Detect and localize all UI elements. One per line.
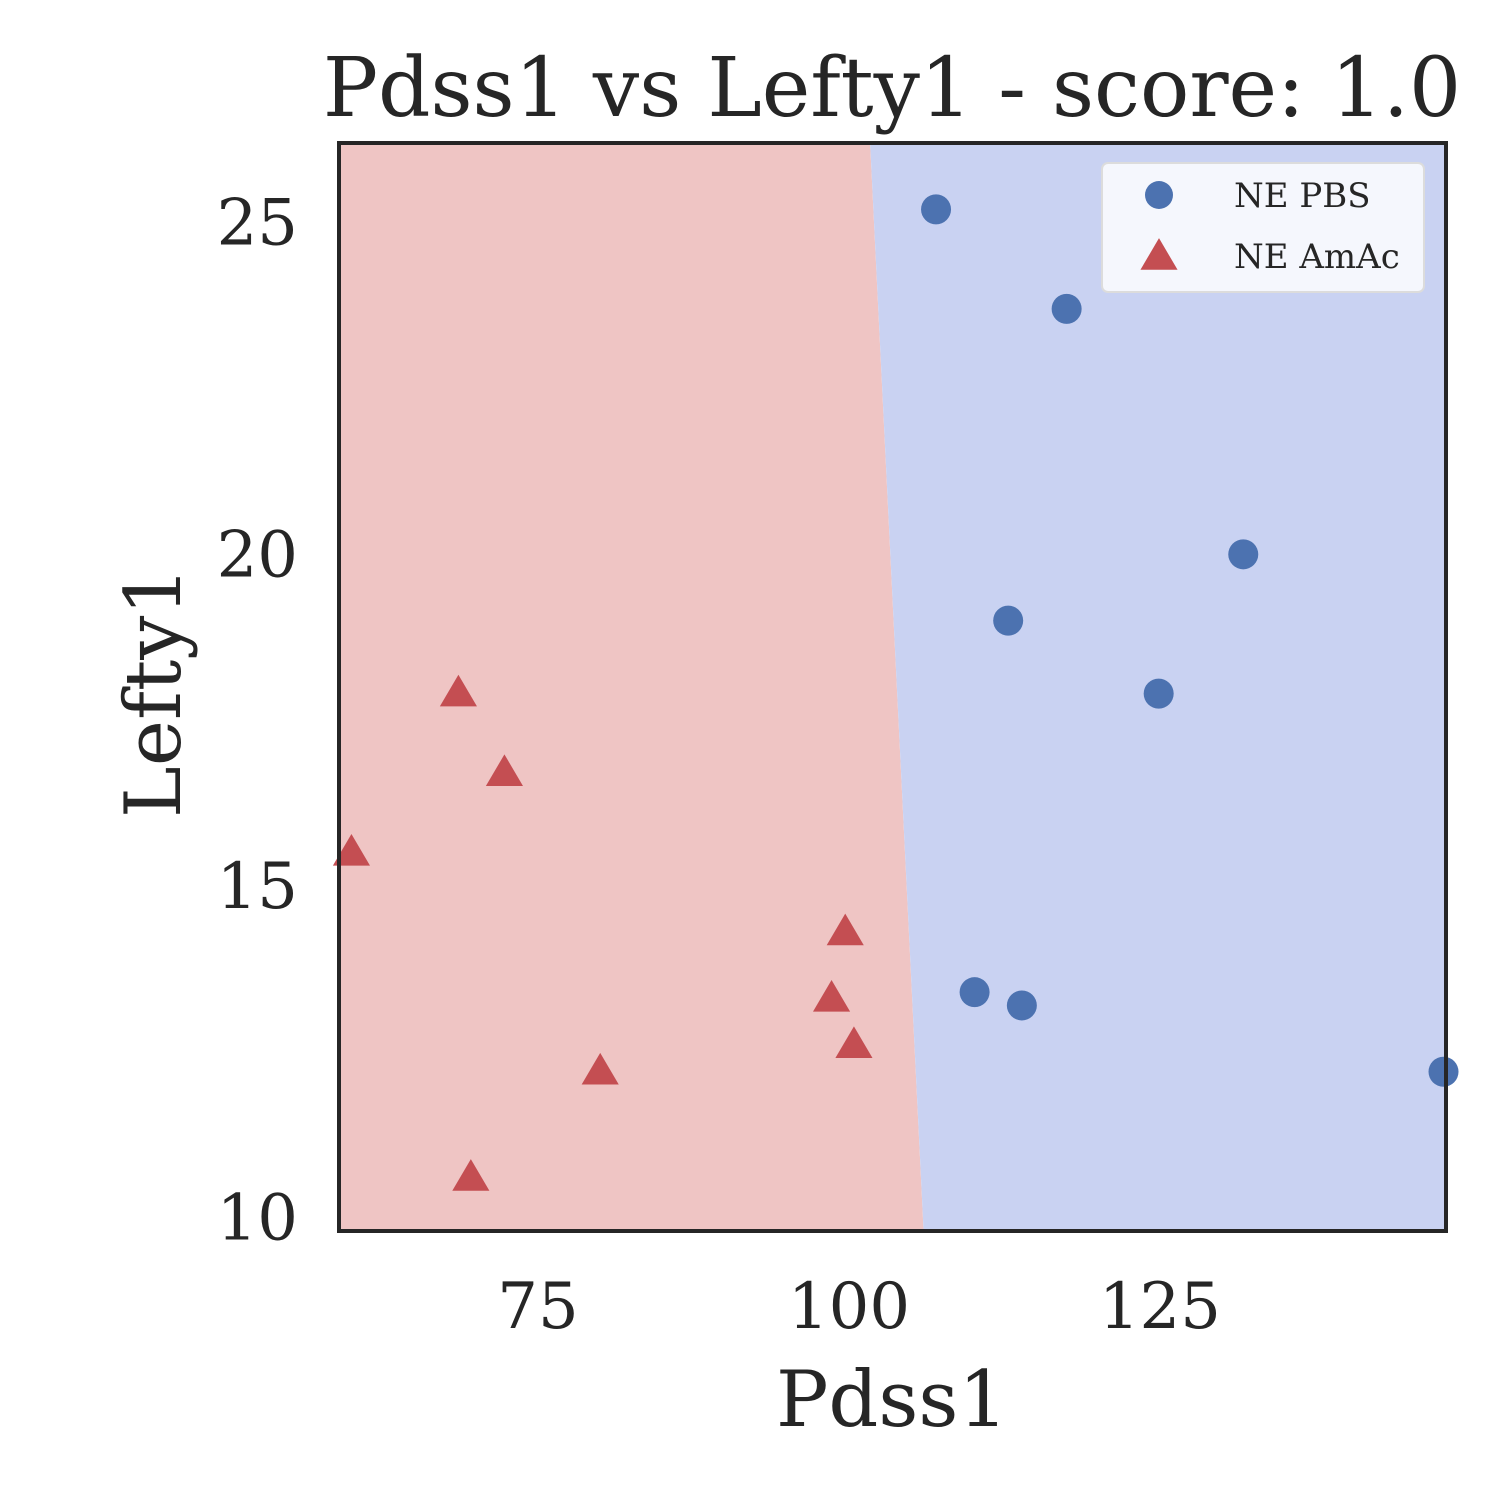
legend-label-ne-pbs: NE PBS xyxy=(1234,176,1371,216)
point-ne-pbs-8 xyxy=(1428,1056,1459,1087)
point-ne-pbs-1 xyxy=(921,194,952,225)
legend-label-ne-amac: NE AmAc xyxy=(1234,237,1400,277)
point-ne-pbs-6 xyxy=(959,977,990,1008)
chart-title: Pdss1 vs Lefty1 - score: 1.0 xyxy=(323,41,1461,136)
legend: NE PBS NE AmAc xyxy=(1101,162,1425,293)
point-ne-pbs-2 xyxy=(1051,293,1082,324)
x-tick-125: 125 xyxy=(1099,1270,1221,1344)
plot-frame xyxy=(337,141,1448,1233)
decision-region-ne-amac xyxy=(339,143,924,1231)
point-ne-pbs-3 xyxy=(1228,539,1259,570)
point-ne-amac-1 xyxy=(439,674,477,707)
legend-marker-ne-pbs xyxy=(1145,181,1173,209)
y-tick-20: 20 xyxy=(217,518,298,592)
point-ne-pbs-5 xyxy=(1143,678,1174,709)
y-axis-label: Lefty1 xyxy=(109,566,199,818)
y-axis-ticks: 10 15 20 25 xyxy=(217,187,298,1256)
x-axis-ticks: 75 100 125 xyxy=(497,1270,1221,1344)
legend-marker-ne-amac xyxy=(1140,238,1178,270)
point-ne-amac-6 xyxy=(835,1026,873,1059)
y-tick-10: 10 xyxy=(217,1182,298,1256)
point-ne-amac-8 xyxy=(452,1159,490,1191)
point-ne-amac-4 xyxy=(826,913,864,946)
point-ne-amac-7 xyxy=(581,1052,619,1085)
point-ne-amac-2 xyxy=(485,754,523,787)
point-ne-amac-5 xyxy=(812,979,851,1012)
point-ne-amac-3 xyxy=(332,834,370,866)
y-tick-25: 25 xyxy=(217,187,298,261)
point-ne-pbs-4 xyxy=(993,605,1024,636)
x-tick-100: 100 xyxy=(788,1270,910,1344)
x-tick-75: 75 xyxy=(497,1270,578,1344)
point-ne-pbs-7 xyxy=(1006,990,1037,1021)
legend-box xyxy=(1101,162,1425,293)
x-axis-label: Pdss1 xyxy=(776,1355,1008,1445)
y-tick-15: 15 xyxy=(217,850,298,924)
plot-area xyxy=(332,141,1459,1233)
data-points xyxy=(332,194,1459,1191)
